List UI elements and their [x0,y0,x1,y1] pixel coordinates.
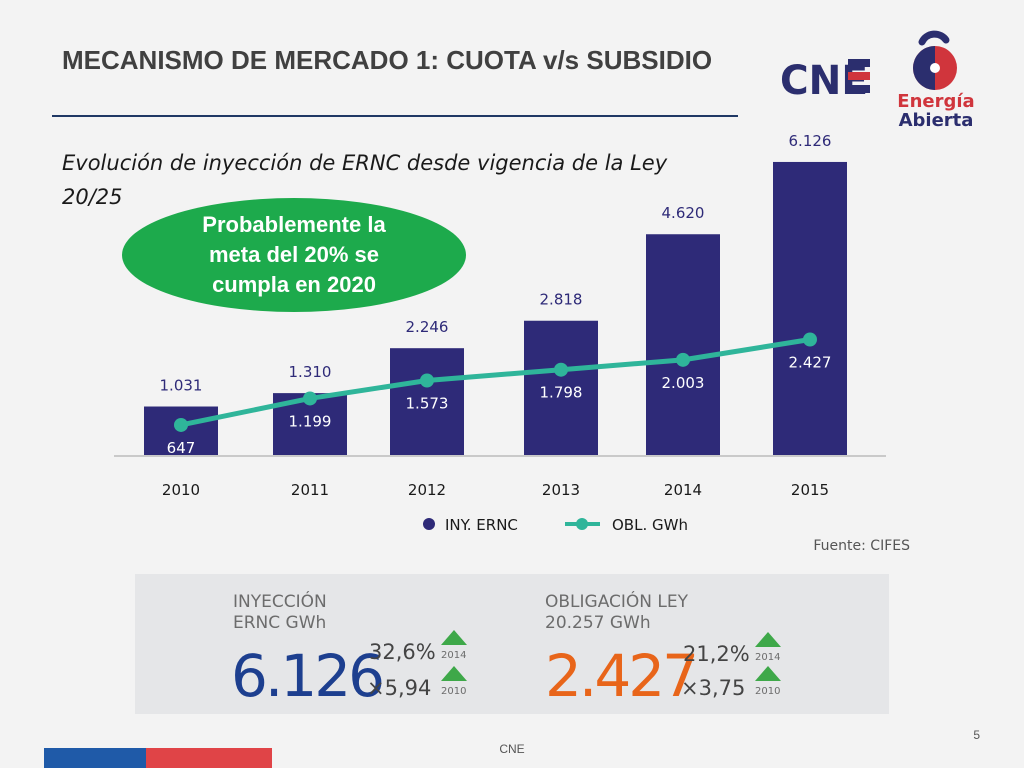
line-point [174,417,188,432]
injection-mult-year: 2010 [441,686,467,697]
slide-title: MECANISMO DE MERCADO 1: CUOTA v/s SUBSID… [62,45,713,75]
x-tick-label: 2011 [291,481,329,499]
line-value-label: 1.798 [540,384,583,402]
title-divider [52,115,738,117]
bar [646,234,720,456]
obligation-label: OBLIGACIÓN LEY 20.257 GWh [545,592,689,633]
bar-value-label: 1.310 [289,363,332,381]
x-tick-label: 2012 [408,481,446,499]
arrow-up-icon [441,630,467,645]
line-point [803,332,817,347]
bar-value-label: 1.031 [160,377,203,395]
obligation-value: 2.427 [545,642,699,710]
bar-value-label: 2.246 [406,318,449,336]
energia-abierta-logo [913,30,957,90]
legend-bar-label: INY. ERNC [445,516,518,534]
injection-label: INYECCIÓN ERNC GWh [233,592,327,633]
bar [524,320,598,456]
callout-ellipse: Probablemente la meta del 20% se cumpla … [122,198,466,312]
x-tick-label: 2014 [664,481,702,499]
legend-line-marker [576,518,588,530]
footer-flag-blue [44,748,146,768]
obligation-multiplier: ×3,75 [681,676,746,700]
x-tick-label: 2013 [542,481,580,499]
energia-label: Energía [897,91,975,112]
legend-bar-marker [423,518,435,530]
line-point [303,391,317,406]
line-value-label: 647 [167,439,196,457]
source-note: Fuente: CIFES [813,538,910,554]
arrow-up-icon [755,632,781,647]
bar [773,161,847,456]
line-value-label: 2.003 [662,374,705,392]
obligation-pct-year: 2014 [755,652,781,663]
footer-flag-red [146,748,272,768]
injection-value: 6.126 [231,642,385,710]
page-number: 5 [973,728,980,742]
obligation-line [180,337,811,428]
arrow-up-icon [755,666,781,681]
x-tick-label: 2015 [791,481,829,499]
bar [390,348,464,456]
line-point [554,362,568,377]
stats-panel: INYECCIÓN ERNC GWh 6.126 32,6% 2014 ×5,9… [135,574,889,714]
chart-subtitle: Evolución de inyección de ERNC desde vig… [62,151,668,209]
bar-value-label: 6.126 [789,132,832,150]
x-tick-label: 2010 [162,481,200,499]
line-value-label: 1.573 [406,394,449,412]
bar-value-label: 4.620 [662,204,705,222]
injection-multiplier: ×5,94 [367,676,432,700]
legend-line-label: OBL. GWh [612,516,688,534]
obligation-mult-year: 2010 [755,686,781,697]
injection-pct-year: 2014 [441,650,467,661]
combined-bar-line-chart: 1.031 1.310 2.246 2.818 4.620 6.126 2010 2011 20… [114,132,886,534]
injection-growth-pct: 32,6% [369,640,436,664]
obligation-growth-pct: 21,2% [683,642,750,666]
line-point [420,373,434,388]
energia-abierta-wordmark: Energía Abierta [894,92,978,130]
arrow-up-icon [441,666,467,681]
abierta-label: Abierta [898,110,974,131]
line-value-label: 2.427 [789,354,832,372]
bar-value-label: 2.818 [540,291,583,309]
line-value-label: 1.199 [289,412,332,430]
callout-text: Probablemente la meta del 20% se cumpla … [202,212,386,297]
cne-logo: CNE [780,58,870,100]
line-point [676,352,690,367]
footer-label: CNE [499,742,525,756]
